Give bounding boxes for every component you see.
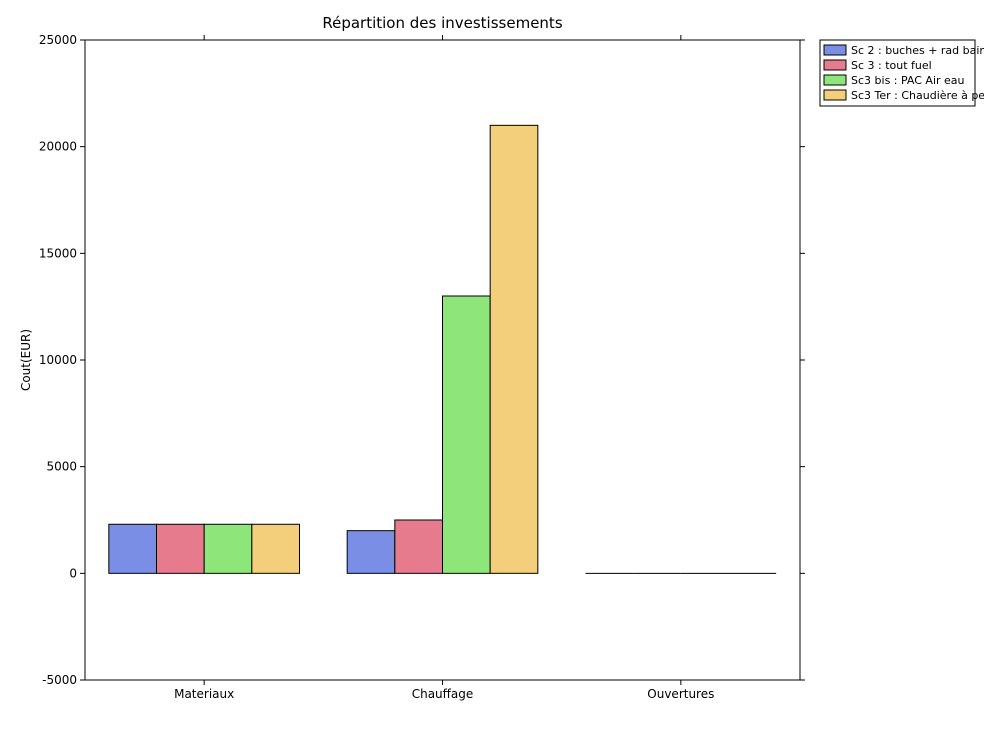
ytick-label: -5000	[42, 673, 77, 687]
legend-label: Sc 3 : tout fuel	[851, 59, 932, 72]
ytick-label: 10000	[39, 353, 77, 367]
legend-swatch	[824, 90, 846, 100]
ytick-label: 5000	[46, 460, 77, 474]
bar	[490, 125, 538, 573]
legend-label: Sc 2 : buches + rad bain	[851, 44, 984, 57]
bar	[443, 296, 491, 573]
bar	[395, 520, 443, 573]
xcat-label: Chauffage	[412, 687, 474, 701]
bar	[157, 524, 205, 573]
figure: -5000 0 5000 10000 15000 20000 25000 Materiaux C…	[0, 0, 984, 729]
ytick-label: 20000	[39, 140, 77, 154]
legend-label: Sc3 Ter : Chaudière à pe	[851, 89, 984, 102]
ytick-label: 25000	[39, 33, 77, 47]
bar	[347, 531, 395, 574]
chart-svg: -5000 0 5000 10000 15000 20000 25000 Materiaux C…	[0, 0, 984, 729]
ylabel: Cout(EUR)	[19, 329, 33, 391]
legend-label: Sc3 bis : PAC Air eau	[851, 74, 965, 87]
bar	[204, 524, 252, 573]
xcat-label: Materiaux	[174, 687, 234, 701]
ytick-label: 15000	[39, 246, 77, 260]
ytick-label: 0	[69, 566, 77, 580]
legend-swatch	[824, 45, 846, 55]
bar	[252, 524, 300, 573]
chart-title: Répartition des investissements	[322, 14, 562, 32]
bar	[109, 524, 157, 573]
legend-swatch	[824, 60, 846, 70]
xcat-label: Ouvertures	[647, 687, 714, 701]
legend-swatch	[824, 75, 846, 85]
